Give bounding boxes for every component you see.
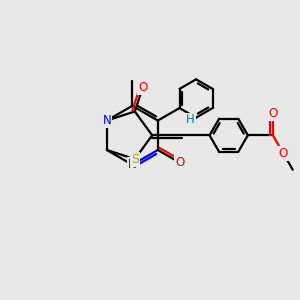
Text: O: O [138,81,147,94]
Text: H: H [186,113,195,127]
Text: O: O [268,107,278,120]
Text: O: O [175,156,184,169]
Text: N: N [128,158,137,171]
Text: O: O [278,147,288,160]
Text: S: S [131,153,139,166]
Text: N: N [103,114,111,127]
